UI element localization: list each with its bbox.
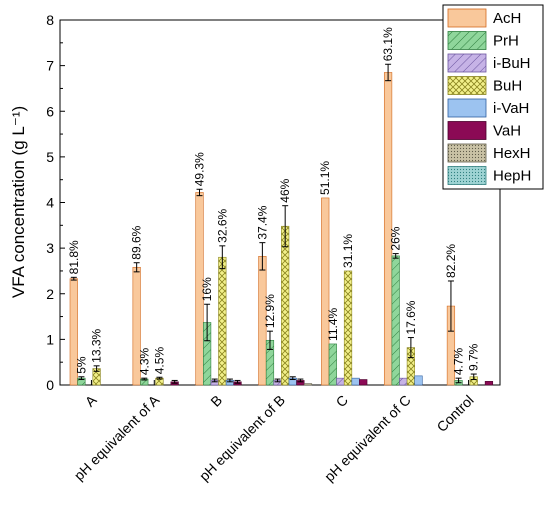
percent-label: 32.6%	[215, 208, 229, 242]
bar-pattern	[218, 257, 227, 385]
x-tick-label: A	[82, 391, 100, 409]
bar-pattern	[210, 380, 219, 385]
legend-swatch	[447, 98, 487, 118]
legend: AcH PrH i-BuH BuH i-VaH VaH HexH HepH	[442, 4, 544, 190]
percent-label: 49.3%	[193, 152, 207, 186]
legend-swatch-pattern	[448, 144, 486, 162]
bar-pattern	[336, 378, 345, 385]
legend-swatch	[447, 8, 487, 28]
percent-label: 46%	[278, 178, 292, 202]
percent-label: 31.1%	[341, 234, 355, 268]
bar-pattern	[407, 347, 415, 385]
legend-label: VaH	[493, 123, 521, 140]
percent-label: 12.9%	[263, 294, 277, 328]
percent-label: 37.4%	[255, 205, 269, 239]
y-tick-label: 0	[46, 377, 54, 393]
bar-pattern	[469, 376, 478, 385]
y-tick-label: 2	[46, 286, 54, 302]
y-axis: 0 1 2 3 4 5 6 7 8	[46, 12, 65, 393]
y-tick-label: 7	[46, 58, 54, 74]
legend-label: PrH	[493, 33, 519, 50]
percent-label: 63.1%	[381, 27, 395, 61]
y-tick-label: 5	[46, 149, 54, 165]
bar-pattern	[329, 343, 337, 385]
percent-label: 81.8%	[67, 240, 81, 274]
bar-pattern	[77, 378, 86, 385]
x-tick-label: B	[207, 392, 225, 410]
percent-label: 4.3%	[137, 347, 151, 375]
percent-label: 5%	[74, 356, 88, 374]
legend-label: HepH	[493, 168, 531, 185]
bar-pattern	[203, 322, 211, 385]
bar-pattern	[140, 379, 149, 385]
annotations: 81.8% 5%13.3% 89.6% 4.3% 4.5% 49.3% 16% 32.6% 37…	[67, 27, 481, 375]
bar-pattern	[344, 270, 352, 385]
percent-label: 89.6%	[130, 225, 144, 259]
legend-swatch-pattern	[448, 76, 486, 95]
percent-label: 16%	[200, 277, 214, 301]
bar-i-vah	[351, 377, 360, 386]
bar-groups	[69, 63, 494, 386]
bar-ach	[321, 197, 330, 386]
percent-label: 9.7%	[467, 343, 481, 371]
legend-label: i-BuH	[493, 55, 531, 72]
bar-i-vah	[414, 375, 423, 386]
y-tick-label: 6	[46, 103, 54, 119]
percent-label: 11.4%	[326, 307, 340, 340]
percent-label: 13.3%	[90, 328, 104, 362]
bar-vah	[484, 381, 494, 386]
y-axis-title: VFA concentration (g L⁻¹)	[9, 106, 28, 298]
bar-pattern	[273, 380, 282, 385]
bar-pattern	[304, 383, 312, 385]
y-tick-label: 1	[46, 331, 54, 347]
x-tick-label: pH equivalent of C	[321, 392, 414, 485]
percent-label: 26%	[389, 226, 403, 250]
bar-pattern	[155, 378, 164, 385]
legend-label: HexH	[493, 145, 531, 162]
percent-label: 4.5%	[152, 347, 166, 375]
legend-swatch-pattern	[448, 166, 486, 185]
y-tick-label: 3	[46, 240, 54, 256]
bar-pattern	[391, 255, 400, 385]
percent-label: 82.2%	[444, 244, 458, 278]
legend-swatch-pattern	[448, 31, 486, 50]
legend-label: AcH	[493, 10, 521, 27]
y-tick-label: 8	[46, 12, 54, 28]
x-tick-label: pH equivalent of B	[196, 392, 288, 484]
percent-label: 4.7%	[452, 347, 466, 375]
legend-swatch-pattern	[448, 54, 486, 72]
legend-label: i-VaH	[493, 100, 529, 117]
x-axis: ApH equivalent of A BpH equivalent of B Cp…	[71, 380, 477, 485]
percent-label: 51.1%	[318, 161, 332, 195]
legend-label: BuH	[493, 78, 522, 95]
bar-pattern	[266, 340, 274, 385]
x-tick-label: C	[333, 392, 351, 410]
bar-pattern	[92, 368, 101, 385]
bar-pattern	[399, 378, 408, 385]
y-tick-label: 4	[46, 195, 54, 211]
legend-swatch	[447, 121, 487, 140]
x-tick-label: pH equivalent of A	[71, 391, 163, 483]
percent-label: 17.6%	[404, 300, 418, 334]
x-tick-label: Control	[433, 392, 476, 435]
bar-pattern	[281, 226, 289, 385]
bar-vah	[359, 379, 368, 386]
